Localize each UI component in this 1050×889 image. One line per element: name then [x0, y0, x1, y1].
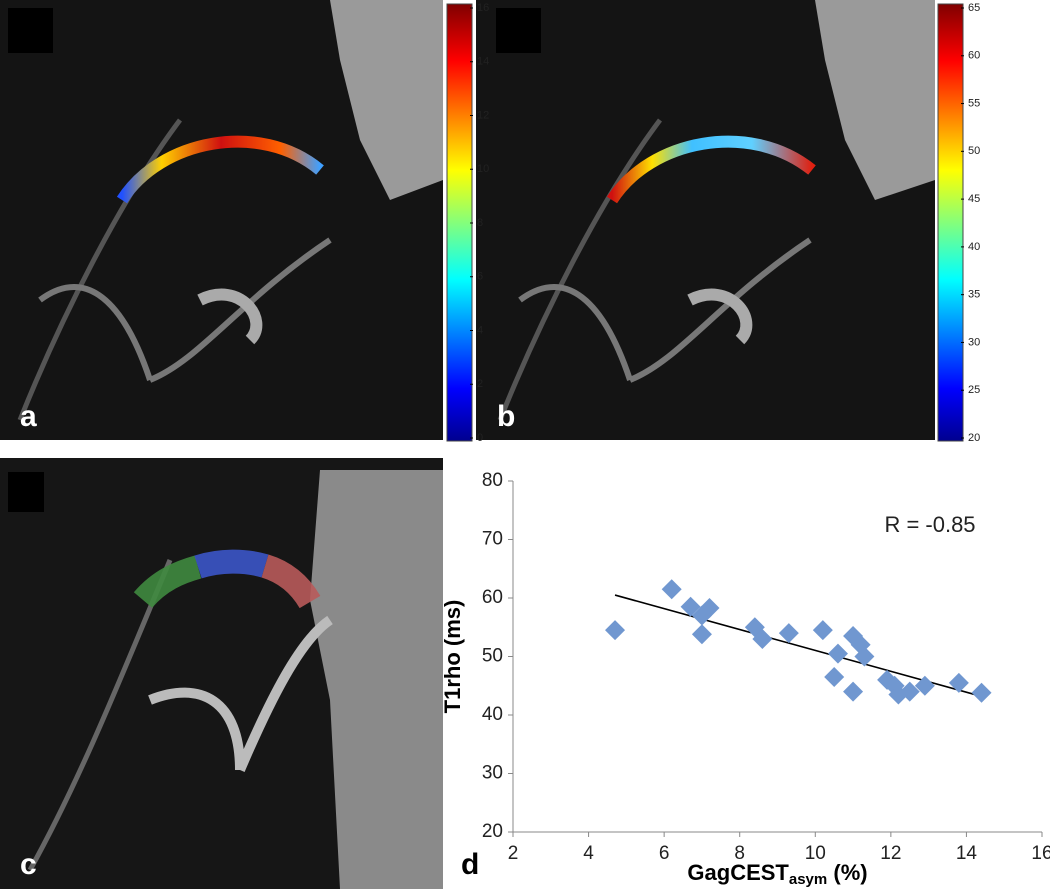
x-axis-label-part: GagCEST — [687, 860, 789, 885]
x-axis-label: GagCESTasym (%) — [687, 860, 867, 888]
annotation: R = -0.85 — [884, 512, 975, 537]
panel-label: b — [497, 400, 515, 433]
y-tick-label: 60 — [482, 587, 503, 608]
data-point — [778, 623, 799, 644]
y-tick-label: 70 — [482, 529, 503, 550]
colorbar-tick-label: 30 — [968, 336, 980, 348]
colorbar-tick-label: 50 — [968, 145, 980, 157]
x-tick-label: 2 — [508, 843, 519, 864]
colorbar-tick-label: 35 — [968, 289, 980, 301]
colorbar-tick-label: 8 — [477, 217, 483, 229]
data-point — [971, 682, 992, 703]
panel-label: a — [20, 400, 37, 433]
x-tick-label: 8 — [734, 843, 745, 864]
colorbar-tick-label: 10 — [477, 163, 489, 175]
mri-image-b — [476, 0, 935, 440]
colorbar-tick-label: 55 — [968, 97, 980, 109]
colorbar-tick-label: 14 — [477, 56, 489, 68]
data-point — [680, 596, 701, 617]
colorbar-tick-label: 6 — [477, 271, 483, 283]
colorbar-tick-label: 0 — [477, 432, 483, 444]
x-axis-label-part: asym — [789, 871, 827, 888]
data-point — [699, 597, 720, 618]
data-point — [899, 681, 920, 702]
x-tick-label: 12 — [880, 843, 901, 864]
colorbar-a — [446, 3, 473, 442]
y-tick-label: 40 — [482, 704, 503, 725]
colorbar-tick-label: 2 — [477, 378, 483, 390]
data-point — [691, 624, 712, 645]
colorbar-tick-label: 4 — [477, 324, 483, 336]
x-tick-label: 14 — [956, 843, 978, 864]
y-tick-label: 80 — [482, 470, 503, 491]
y-tick-label: 30 — [482, 763, 503, 784]
y-axis-label: T1rho (ms) — [440, 600, 465, 714]
mri-image-c — [0, 458, 443, 889]
panel-label: d — [461, 848, 479, 881]
data-point — [812, 620, 833, 641]
y-tick-label: 20 — [482, 821, 503, 842]
colorbar-tick-label: 40 — [968, 241, 980, 253]
x-tick-label: 4 — [583, 843, 594, 864]
data-point — [605, 620, 626, 641]
panel-label: c — [20, 848, 37, 881]
data-point — [661, 579, 682, 600]
data-point — [824, 666, 845, 687]
colorbar-tick-label: 60 — [968, 50, 980, 62]
data-point — [752, 628, 773, 649]
y-tick-label: 50 — [482, 646, 503, 667]
data-point — [843, 681, 864, 702]
data-point — [948, 672, 969, 693]
colorbar-tick-label: 16 — [477, 2, 489, 14]
colorbar-tick-label: 45 — [968, 193, 980, 205]
data-point — [854, 646, 875, 667]
mri-image-a — [0, 0, 443, 440]
colorbar-tick-label: 20 — [968, 432, 980, 444]
data-point — [914, 675, 935, 696]
x-tick-label: 10 — [805, 843, 826, 864]
colorbar-tick-label: 25 — [968, 384, 980, 396]
x-axis-label-part: (%) — [827, 860, 867, 885]
colorbar-tick-label: 12 — [477, 109, 489, 121]
colorbar-b — [937, 3, 964, 442]
data-point — [827, 643, 848, 664]
x-tick-label: 6 — [659, 843, 670, 864]
x-tick-label: 16 — [1031, 843, 1050, 864]
colorbar-tick-label: 65 — [968, 2, 980, 14]
